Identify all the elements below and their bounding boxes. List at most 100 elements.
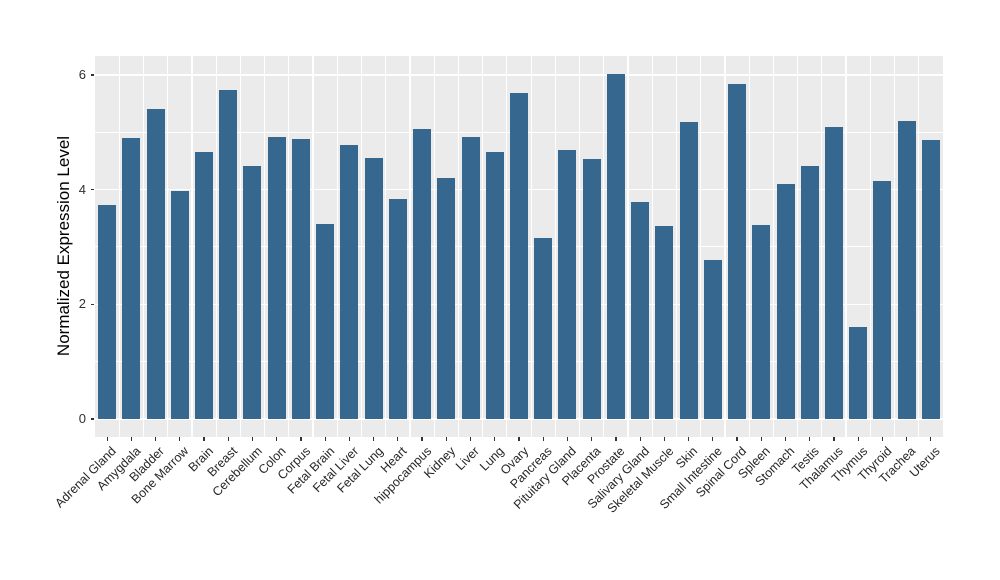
x-tick-mark	[518, 437, 520, 441]
x-tick-mark	[203, 437, 205, 441]
y-tick-label: 0	[78, 411, 86, 426]
x-tick-mark	[300, 437, 302, 441]
bar-ovary	[510, 92, 528, 419]
x-tick-mark	[591, 437, 593, 441]
gridline-major	[95, 418, 943, 420]
x-tick-mark	[106, 437, 108, 441]
gridline-vertical	[264, 56, 266, 437]
x-tick-mark	[469, 437, 472, 441]
bar-breast	[219, 89, 238, 419]
bar-spleen	[752, 225, 771, 419]
x-tick-mark	[809, 437, 811, 441]
bar-skeletal-muscle	[655, 226, 674, 419]
gridline-vertical	[239, 56, 241, 437]
bar-cerebellum	[243, 166, 262, 419]
bar-prostate	[606, 73, 625, 419]
x-tick-mark	[615, 437, 617, 441]
bar-spinal-cord	[728, 83, 747, 419]
bar-fetal-liver	[340, 144, 359, 419]
x-tick-mark	[712, 437, 714, 441]
gridline-vertical	[360, 56, 363, 437]
x-tick-mark	[494, 437, 496, 441]
gridline-major	[95, 74, 943, 76]
gridline-vertical	[603, 56, 605, 437]
x-tick-mark	[445, 437, 447, 441]
gridline-vertical	[845, 56, 847, 437]
gridline-vertical	[167, 56, 169, 437]
x-tick-mark	[421, 437, 423, 441]
bar-colon	[267, 136, 286, 419]
y-tick-label: 4	[78, 181, 86, 197]
gridline-vertical	[918, 56, 920, 437]
gridline-vertical	[118, 56, 120, 437]
bar-thalamus	[824, 126, 843, 419]
gridline-vertical	[482, 56, 484, 437]
gridline-vertical	[554, 56, 556, 437]
bar-pancreas	[534, 238, 553, 419]
gridline-vertical	[797, 56, 799, 437]
x-tick-mark	[930, 437, 932, 441]
x-tick-mark	[130, 437, 132, 441]
x-tick-mark	[542, 437, 544, 441]
bar-fetal-lung	[364, 157, 383, 419]
gridline-vertical	[821, 56, 823, 437]
bar-fetal-brain	[316, 223, 335, 419]
x-tick-label-text: Liver	[453, 444, 483, 474]
x-tick-mark	[154, 437, 157, 441]
plot-panel	[95, 56, 943, 437]
y-tick-label: 2	[78, 296, 86, 312]
bar-kidney	[437, 177, 456, 419]
bar-thyroid	[873, 180, 892, 419]
gridline-vertical	[893, 56, 896, 437]
bar-heart	[388, 199, 407, 419]
bar-small-intestine	[703, 260, 722, 419]
bar-thymus	[849, 327, 868, 419]
bar-stomach	[776, 183, 795, 419]
gridline-vertical	[869, 56, 871, 437]
bar-placenta	[582, 158, 601, 419]
x-tick-mark	[688, 437, 690, 441]
x-tick-mark	[251, 437, 254, 441]
y-tick-mark	[90, 189, 94, 191]
gridline-vertical	[433, 56, 435, 437]
gridline-vertical	[312, 56, 314, 437]
gridline-vertical	[748, 56, 750, 437]
x-tick-mark	[324, 437, 326, 441]
x-tick-mark	[227, 437, 229, 441]
bar-uterus	[921, 139, 940, 419]
x-tick-mark	[881, 437, 884, 441]
bar-liver	[461, 136, 480, 419]
bar-pituitary-gland	[558, 149, 577, 419]
x-tick-mark	[663, 437, 665, 441]
x-tick-mark	[857, 437, 859, 441]
x-tick-mark	[397, 437, 399, 441]
gridline-vertical	[651, 56, 653, 437]
bar-bone-marrow	[170, 190, 189, 419]
y-tick-mark	[90, 74, 94, 76]
x-tick-mark	[373, 437, 375, 441]
gridline-vertical	[191, 56, 193, 437]
y-axis-title: Normalized Expression Level	[54, 135, 73, 357]
gridline-vertical	[506, 56, 508, 437]
bar-brain	[195, 151, 214, 419]
x-tick-mark	[833, 437, 835, 441]
bar-corpus	[291, 139, 310, 419]
gridline-vertical	[385, 56, 387, 437]
x-tick-mark	[566, 437, 569, 441]
bar-testis	[800, 166, 819, 419]
gridline-vertical	[336, 56, 338, 437]
bar-adrenal-gland	[98, 204, 117, 419]
gridline-vertical	[772, 56, 774, 437]
y-tick-mark	[90, 418, 94, 420]
gridline-vertical	[457, 56, 460, 437]
bar-bladder	[146, 108, 165, 419]
x-tick-mark	[639, 437, 641, 441]
bar-hippocampus	[413, 128, 432, 419]
bar-salivary-gland	[631, 202, 650, 419]
bar-skin	[679, 122, 698, 419]
gridline-vertical	[675, 56, 678, 437]
y-tick-label: 6	[78, 67, 86, 83]
x-tick-mark	[348, 437, 350, 441]
gridline-vertical	[724, 56, 726, 437]
